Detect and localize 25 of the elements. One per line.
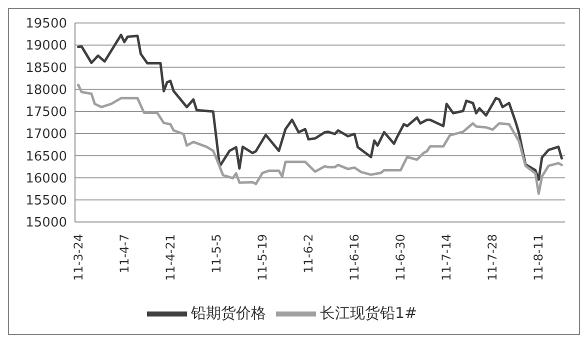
y-tick-label: 19000: [26, 38, 67, 54]
y-tick-label: 18000: [26, 82, 67, 98]
x-tick-label: 11-3-24: [71, 234, 86, 281]
y-tick-label: 16500: [26, 149, 67, 164]
legend-label: 长江现货铅1#: [320, 304, 418, 322]
x-tick-label: 11-8-11: [532, 234, 546, 281]
x-tick-label: 11-5-19: [255, 234, 270, 281]
x-tick-label: 11-7-14: [440, 234, 454, 281]
y-tick-label: 15000: [26, 216, 67, 231]
x-tick-label: 11-7-28: [486, 234, 500, 281]
x-tick-label: 11-6-30: [394, 234, 408, 281]
y-tick-label: 19500: [26, 16, 67, 32]
x-tick-label: 11-6-16: [348, 234, 362, 281]
y-tick-label: 15500: [26, 194, 67, 209]
x-tick-label: 11-5-5: [209, 234, 224, 274]
line-series: [77, 34, 563, 181]
y-tick-label: 18500: [26, 60, 67, 76]
x-tick-label: 11-6-2: [301, 234, 316, 274]
y-tick-label: 16000: [26, 171, 67, 186]
line-series: [77, 84, 563, 195]
y-tick-label: 17000: [26, 127, 67, 142]
x-tick-label: 11-4-7: [117, 234, 132, 274]
legend-label: 铅期货价格: [190, 304, 266, 322]
y-tick-label: 17500: [26, 105, 67, 120]
x-tick-label: 11-4-21: [163, 234, 178, 281]
